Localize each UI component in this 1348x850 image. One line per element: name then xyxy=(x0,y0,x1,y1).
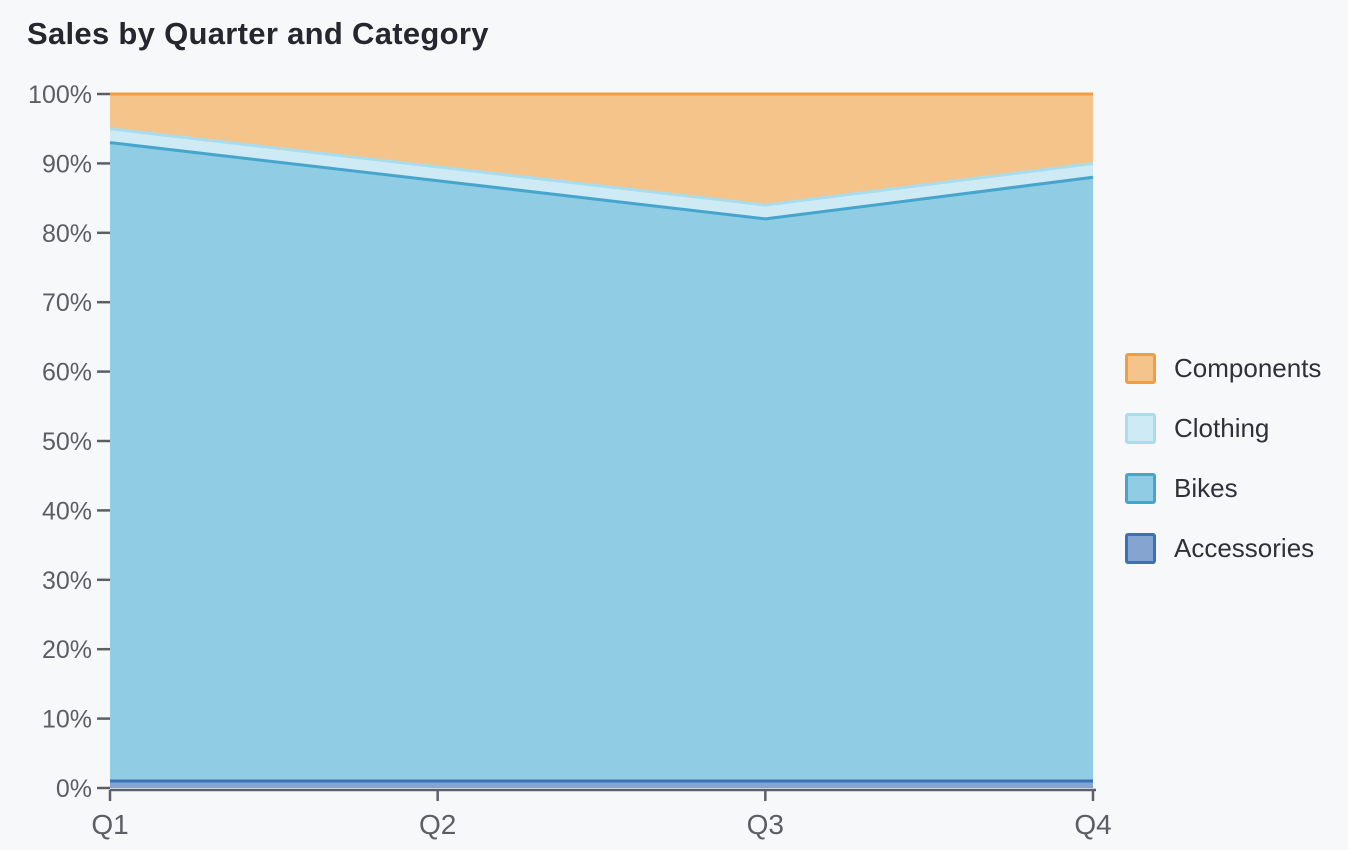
area-top-line-clothing xyxy=(109,127,1094,207)
y-tick-label: 50% xyxy=(42,428,92,456)
legend-swatch-clothing xyxy=(1125,412,1156,444)
area-series-clothing[interactable] xyxy=(110,128,1093,219)
legend-label-components: Components xyxy=(1174,352,1322,383)
y-tick-label: 40% xyxy=(42,497,92,525)
x-tick-label: Q3 xyxy=(747,809,784,840)
legend-swatch-bikes xyxy=(1125,472,1156,504)
legend-label-bikes: Bikes xyxy=(1174,472,1238,503)
legend-swatch-components xyxy=(1125,352,1156,384)
legend-item-components[interactable]: Components xyxy=(1125,352,1321,384)
y-tick-label: 90% xyxy=(42,150,92,178)
legend-item-clothing[interactable]: Clothing xyxy=(1125,412,1321,444)
y-tick-label: 30% xyxy=(42,567,92,595)
x-tick-label: Q4 xyxy=(1074,809,1111,840)
area-series-bikes[interactable] xyxy=(110,142,1093,782)
legend-item-bikes[interactable]: Bikes xyxy=(1125,472,1321,504)
legend-item-accessories[interactable]: Accessories xyxy=(1125,532,1321,564)
y-tick-label: 10% xyxy=(42,706,92,734)
y-tick-label: 80% xyxy=(42,220,92,248)
x-tick-label: Q2 xyxy=(419,809,456,840)
area-top-line-bikes xyxy=(109,141,1094,221)
legend-label-accessories: Accessories xyxy=(1174,532,1315,563)
legend: Components Clothing Bikes Accessories xyxy=(1125,352,1321,592)
area-series-accessories[interactable] xyxy=(110,781,1093,788)
y-tick-label: 60% xyxy=(42,359,92,387)
y-tick-label: 0% xyxy=(56,775,92,803)
y-tick-label: 20% xyxy=(42,636,92,664)
area-series-components[interactable] xyxy=(110,94,1093,206)
legend-swatch-accessories xyxy=(1125,532,1156,564)
chart-title: Sales by Quarter and Category xyxy=(27,16,489,51)
legend-label-clothing: Clothing xyxy=(1174,412,1270,443)
x-tick-label: Q1 xyxy=(91,809,128,840)
y-tick-label: 100% xyxy=(28,81,92,109)
y-tick-label: 70% xyxy=(42,289,92,317)
